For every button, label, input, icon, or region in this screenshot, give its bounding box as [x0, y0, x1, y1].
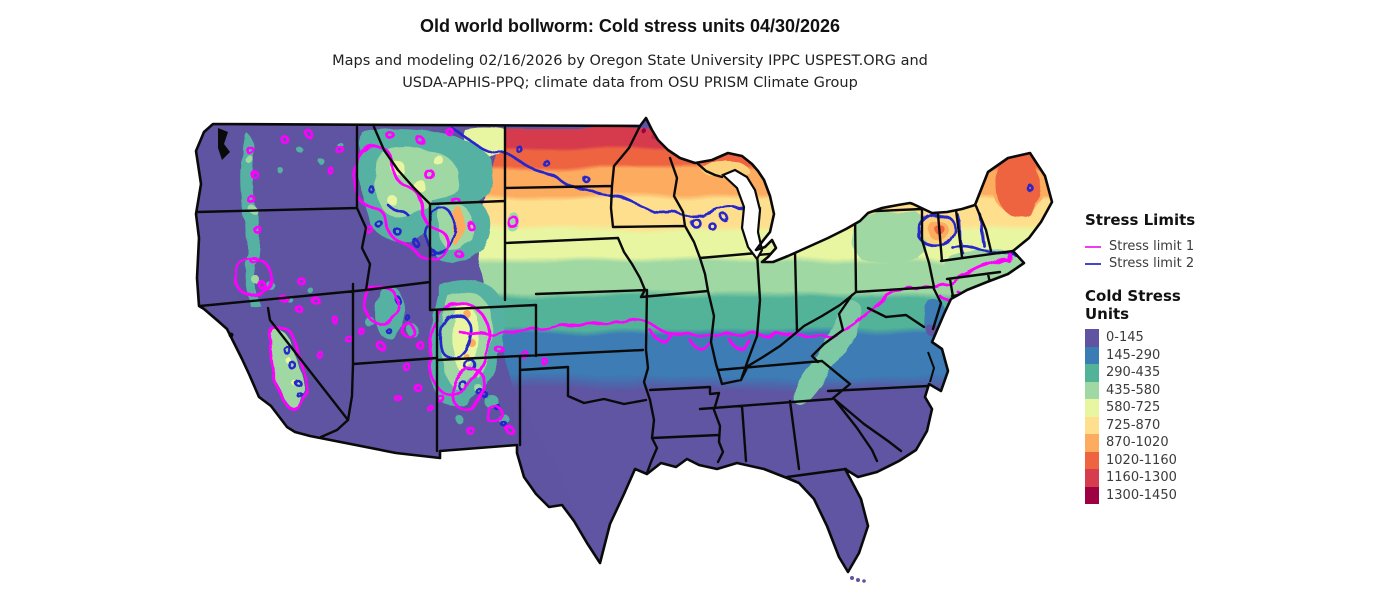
sf-bay [228, 332, 234, 338]
map-subtitle: Maps and modeling 02/16/2026 by Oregon S… [190, 50, 1070, 94]
legend-bin-row: 1020-1160 [1085, 451, 1385, 469]
cold-stress-bins: 0-145 145-290 290-435 435-580 580-725 72… [1085, 329, 1385, 504]
legend-bin-row: 870-1020 [1085, 434, 1385, 452]
bin-swatch [1085, 364, 1099, 382]
bin-label: 145-290 [1106, 347, 1161, 363]
bin-label: 0-145 [1106, 330, 1144, 346]
legend-item-stress-limit-1: Stress limit 1 [1085, 238, 1385, 255]
legend-bin-row: 145-290 [1085, 346, 1385, 364]
subtitle-line-2: USDA-APHIS-PPQ; climate data from OSU PR… [402, 75, 858, 91]
bin-swatch [1085, 381, 1099, 399]
bin-swatch [1085, 346, 1099, 364]
legend-item-stress-limit-2: Stress limit 2 [1085, 255, 1385, 272]
page-title: Old world bollworm: Cold stress units 04… [419, 16, 841, 36]
bin-swatch [1085, 329, 1099, 347]
legend-bin-row: 435-580 [1085, 381, 1385, 399]
bin-swatch [1085, 469, 1099, 487]
stress-limit-2-line-icon [1085, 262, 1101, 265]
lake-michigan [720, 168, 764, 262]
stress-limits-items: Stress limit 1 Stress limit 2 [1085, 238, 1385, 272]
cold-stress-heading-line2: Units [1085, 305, 1130, 323]
bin-label: 870-1020 [1106, 435, 1169, 451]
legend-bin-row: 1160-1300 [1085, 469, 1385, 487]
bin-label: 580-725 [1106, 400, 1161, 416]
stress-limit-1-line-icon [1085, 245, 1101, 248]
header: Old world bollworm: Cold stress units 04… [190, 16, 1070, 94]
stress-limits-heading: Stress Limits [1085, 211, 1196, 229]
florida-keys [850, 576, 866, 583]
bin-swatch [1085, 399, 1099, 417]
bin-label: 1160-1300 [1106, 470, 1177, 486]
bin-label: 290-435 [1106, 365, 1161, 381]
bin-swatch [1085, 434, 1099, 452]
legend-bin-row: 725-870 [1085, 416, 1385, 434]
coastal-details [218, 128, 936, 583]
bin-swatch [1085, 416, 1099, 434]
legend-bin-row: 1300-1450 [1085, 486, 1385, 504]
legend: Stress Limits Stress limit 1 Stress limi… [1085, 211, 1385, 504]
stress-limit-2-label: Stress limit 2 [1109, 256, 1195, 271]
legend-bin-row: 0-145 [1085, 329, 1385, 347]
map-fill-layers [196, 118, 1052, 572]
legend-bin-row: 290-435 [1085, 364, 1385, 382]
bin-label: 1020-1160 [1106, 452, 1177, 468]
bin-label: 1300-1450 [1106, 487, 1177, 503]
stress-limit-2-contours [282, 126, 1048, 429]
bin-label: 435-580 [1106, 382, 1161, 398]
chesapeake-bay [927, 351, 936, 383]
cold-stress-units-heading: Cold Stress Units [1085, 287, 1385, 323]
cold-stress-heading-line1: Cold Stress [1085, 287, 1181, 305]
subtitle-line-1: Maps and modeling 02/16/2026 by Oregon S… [332, 53, 928, 69]
bin-swatch [1085, 486, 1099, 504]
legend-bin-row: 580-725 [1085, 399, 1385, 417]
east-gradient-field [478, 127, 1052, 572]
stress-limit-1-label: Stress limit 1 [1109, 239, 1195, 254]
puget-sound [218, 128, 230, 160]
us-outline [194, 116, 1054, 574]
bin-label: 725-870 [1106, 417, 1161, 433]
bin-swatch [1085, 451, 1099, 469]
